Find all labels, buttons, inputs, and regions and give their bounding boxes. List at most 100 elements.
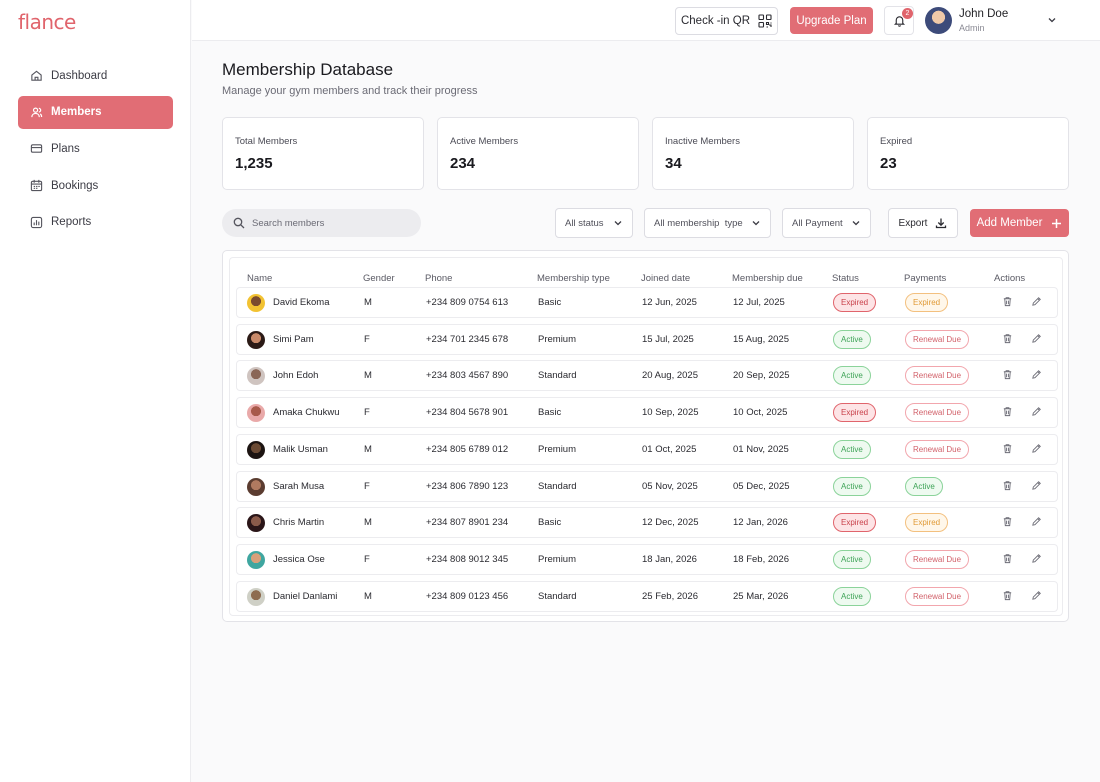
joined-date: 10 Sep, 2025 — [642, 407, 699, 419]
member-name: Chris Martin — [273, 517, 325, 529]
edit-icon[interactable] — [1031, 443, 1042, 454]
add-member-label: Add Member — [976, 217, 1043, 229]
payment-badge: Expired — [905, 293, 949, 312]
table-row[interactable]: Malik Usman M +234 805 6789 012 Premium 01 O… — [236, 433, 1058, 465]
members-table-card: Name Gender Phone Membership type Joined… — [222, 250, 1069, 622]
column-header-payments: Payments — [904, 273, 947, 284]
member-name: Simi Pam — [273, 333, 314, 345]
edit-icon[interactable] — [1031, 333, 1042, 344]
member-phone: +234 809 0123 456 — [426, 590, 509, 602]
delete-icon[interactable] — [1002, 443, 1013, 454]
app-logo[interactable]: flance — [18, 10, 76, 34]
member-name: Sarah Musa — [273, 480, 325, 492]
sidebar-item-bookings[interactable]: Bookings — [18, 169, 173, 202]
chevron-down-icon — [852, 221, 860, 226]
avatar — [247, 477, 265, 496]
filter-label: All Payment — [792, 217, 843, 229]
sidebar-item-reports[interactable]: Reports — [18, 206, 173, 239]
member-gender: M — [364, 443, 372, 455]
delete-icon[interactable] — [1002, 333, 1013, 344]
upgrade-plan-button[interactable]: Upgrade Plan — [790, 7, 873, 34]
edit-icon[interactable] — [1031, 480, 1042, 491]
checkin-qr-button[interactable]: Check -in QR — [675, 7, 778, 35]
notifications-button[interactable]: 2 — [884, 6, 914, 35]
bell-icon — [893, 16, 905, 27]
edit-icon[interactable] — [1031, 516, 1042, 527]
delete-icon[interactable] — [1002, 590, 1013, 601]
add-member-button[interactable]: Add Member — [970, 209, 1069, 237]
sidebar-item-label: Dashboard — [51, 69, 108, 82]
status-badge: Active — [833, 586, 871, 606]
edit-icon[interactable] — [1031, 553, 1042, 564]
membership-due-date: 18 Feb, 2026 — [733, 553, 789, 565]
edit-icon[interactable] — [1031, 590, 1042, 601]
table-row[interactable]: Jessica Ose F +234 808 9012 345 Premium 18 J… — [236, 543, 1058, 575]
membership-due-date: 05 Dec, 2025 — [733, 480, 790, 492]
payment-filter-select[interactable]: All Payment — [782, 208, 871, 238]
edit-icon[interactable] — [1031, 296, 1042, 307]
table-row[interactable]: Simi Pam F +234 701 2345 678 Premium 15 Jul,… — [236, 323, 1058, 355]
joined-date: 20 Aug, 2025 — [642, 370, 698, 382]
search-icon — [233, 217, 245, 229]
sidebar-item-label: Reports — [51, 216, 92, 229]
member-phone: +234 803 4567 890 — [426, 370, 509, 382]
sidebar: flance Dashboard Members Plans Bookings … — [0, 0, 191, 782]
member-gender: M — [364, 517, 372, 529]
membership-due-date: 12 Jan, 2026 — [733, 517, 788, 529]
table-row[interactable]: David Ekoma M +234 809 0754 613 Basic 12 Jun… — [236, 287, 1058, 318]
joined-date: 18 Jan, 2026 — [642, 553, 697, 565]
membership-type-filter-select[interactable]: All membership type — [644, 208, 771, 238]
payment-badge: Renewal Due — [905, 586, 970, 606]
home-icon — [31, 70, 42, 81]
stat-card-total-members: Total Members 1,235 — [222, 117, 424, 190]
edit-icon[interactable] — [1031, 369, 1042, 380]
chevron-down-icon[interactable] — [1047, 15, 1057, 25]
table-row[interactable]: Daniel Danlami M +234 809 0123 456 Standard… — [236, 580, 1058, 612]
delete-icon[interactable] — [1002, 406, 1013, 417]
table-row[interactable]: Sarah Musa F +234 806 7890 123 Standard 05 N… — [236, 470, 1058, 502]
status-badge: Active — [833, 366, 871, 386]
stat-value: 234 — [450, 155, 476, 172]
member-phone: +234 701 2345 678 — [426, 333, 509, 345]
top-bar: Check -in QR Upgrade Plan 2 John Doe Adm… — [192, 0, 1100, 41]
delete-icon[interactable] — [1002, 296, 1013, 307]
column-header-membership-type: Membership type — [537, 273, 610, 284]
sidebar-item-plans[interactable]: Plans — [18, 132, 173, 165]
sidebar-item-members[interactable]: Members — [18, 95, 173, 129]
members-table: Name Gender Phone Membership type Joined… — [229, 257, 1063, 616]
avatar — [247, 587, 265, 606]
table-row[interactable]: Amaka Chukwu F +234 804 5678 901 Basic 10 Se… — [236, 397, 1058, 429]
chevron-down-icon — [752, 221, 760, 226]
filter-label: All membership type — [654, 217, 743, 229]
payment-badge: Renewal Due — [905, 439, 970, 459]
membership-due-date: 20 Sep, 2025 — [733, 370, 790, 382]
search-placeholder: Search members — [252, 217, 325, 229]
member-gender: M — [364, 590, 372, 602]
edit-icon[interactable] — [1031, 406, 1042, 417]
delete-icon[interactable] — [1002, 369, 1013, 380]
sidebar-item-label: Members — [51, 106, 102, 119]
table-row[interactable]: John Edoh M +234 803 4567 890 Standard 20 Au… — [236, 360, 1058, 392]
membership-due-date: 01 Nov, 2025 — [733, 443, 789, 455]
delete-icon[interactable] — [1002, 480, 1013, 491]
sidebar-item-dashboard[interactable]: Dashboard — [18, 59, 173, 92]
joined-date: 25 Feb, 2026 — [642, 590, 698, 602]
member-gender: F — [364, 333, 370, 345]
search-input[interactable]: Search members — [222, 209, 421, 237]
stat-value: 34 — [665, 155, 682, 172]
user-name: John Doe — [959, 8, 1009, 20]
payment-badge: Renewal Due — [905, 403, 970, 423]
table-row[interactable]: Chris Martin M +234 807 8901 234 Basic 12 De… — [236, 507, 1058, 539]
membership-type: Standard — [538, 370, 577, 382]
delete-icon[interactable] — [1002, 553, 1013, 564]
export-button[interactable]: Export — [888, 208, 958, 238]
avatar — [247, 440, 265, 459]
member-name: David Ekoma — [273, 297, 330, 308]
stat-label: Total Members — [235, 136, 298, 147]
status-filter-select[interactable]: All status — [555, 208, 633, 238]
delete-icon[interactable] — [1002, 516, 1013, 527]
user-avatar[interactable] — [925, 7, 952, 34]
column-header-membership-due: Membership due — [732, 273, 803, 284]
member-phone: +234 808 9012 345 — [426, 553, 509, 565]
member-gender: F — [364, 407, 370, 419]
